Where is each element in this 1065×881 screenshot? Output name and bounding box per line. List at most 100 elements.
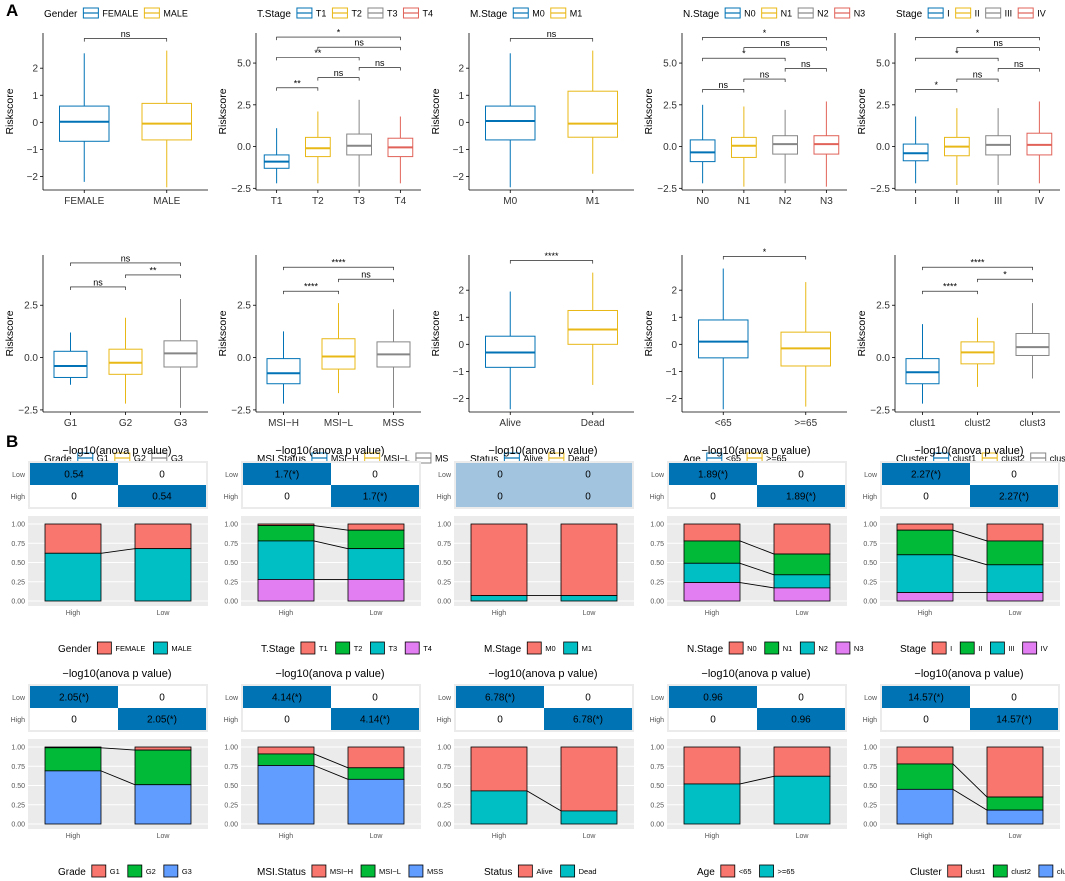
y-tick-label: 0.00 (650, 599, 664, 606)
heatmap-title: −log10(anova p value) (62, 445, 171, 457)
legend-swatch (360, 864, 376, 878)
legend-label: clust3 (1050, 454, 1065, 464)
heatmap-cell-value: 0 (159, 693, 165, 704)
comparison-N0-N1: ns (702, 80, 745, 93)
significance-label: **** (943, 282, 958, 292)
x-tick-label: Dead (581, 418, 605, 429)
significance-label: ** (314, 48, 322, 58)
bracket (283, 266, 394, 271)
y-tick-label: 0.00 (11, 822, 25, 829)
x-tick-label: N2 (779, 196, 792, 207)
bar-segment-MSI−H (347, 746, 405, 769)
heatmap-cell-value: 1.89(*) (786, 492, 816, 503)
x-tick-label: FEMALE (64, 196, 104, 207)
bar-segment-T2 (257, 525, 315, 542)
box-II (944, 108, 970, 185)
connector-line (952, 788, 988, 811)
y-tick-label: 2.5 (876, 100, 890, 111)
bracket (358, 67, 401, 71)
y-tick-label: 0.00 (863, 822, 877, 829)
y-tick-label: 0.25 (437, 802, 451, 809)
y-tick-label: 0.75 (863, 764, 877, 771)
bar-segment-I (896, 523, 954, 531)
significance-label: * (337, 28, 341, 38)
y-tick-label: 0 (458, 118, 464, 129)
bracket (997, 68, 1040, 72)
y-tick-label: 0.0 (237, 142, 251, 153)
legend-title: MSI.Status (257, 867, 306, 878)
legend-title: M.Stage (484, 644, 522, 655)
x-tick-label: G3 (174, 418, 188, 429)
bracket (956, 47, 1040, 51)
box-clust2 (960, 317, 995, 387)
bracket (915, 36, 1040, 41)
comparison-III-IV: ns (997, 59, 1040, 72)
legend-label: T4 (423, 644, 432, 653)
comparison-FEMALE-MALE: ns (83, 29, 168, 42)
x-tick-label: III (994, 196, 1002, 207)
heatmap-row-label: High (11, 717, 26, 724)
heatmap-cell-value: 4.14(*) (360, 715, 390, 726)
y-tick-label: 5.0 (237, 59, 251, 70)
y-tick-label: 0.00 (863, 599, 877, 606)
y-axis-title: Riskscore (4, 310, 16, 356)
x-tick-label: N0 (696, 196, 709, 207)
comparison-N0-N3: * (702, 28, 827, 41)
heatmap-cell-value: 0 (284, 492, 290, 503)
bar-segment-III (896, 554, 954, 593)
x-tick-label: IV (1035, 196, 1045, 207)
bracket (70, 262, 181, 266)
x-tick-label: Low (157, 610, 171, 617)
y-axis-title: Riskscore (856, 88, 868, 134)
legend-title: Gender (44, 9, 78, 20)
box-T1 (263, 128, 290, 184)
bar-segment-clust2 (896, 763, 954, 790)
x-tick-label: MSI−L (324, 418, 354, 429)
bracket (338, 278, 394, 283)
bracket (784, 68, 827, 72)
legend-swatch (96, 641, 112, 655)
comparison-clust1-clust3: **** (922, 258, 1033, 271)
comparison-II-III: ns (956, 70, 999, 83)
y-tick-label: 0.00 (437, 599, 451, 606)
heatmap-cell-value: 0 (585, 470, 591, 481)
y-tick-label: 1.00 (11, 745, 25, 752)
box-N0 (689, 104, 716, 184)
heatmap-cell (970, 463, 1058, 485)
legend-swatch (408, 864, 424, 878)
legend-label: IV (1037, 9, 1046, 19)
legend-label: I (947, 9, 950, 19)
legend-label: N2 (818, 644, 828, 653)
bracket (283, 290, 339, 295)
comparison-N2-N3: ns (784, 59, 827, 72)
y-tick-label: 0.0 (24, 353, 38, 364)
legend: Cluster clust1 clust2 clust3 (910, 864, 1065, 878)
y-tick-label: 0.50 (650, 783, 664, 790)
connector-line (739, 562, 775, 576)
x-tick-label: Low (583, 833, 597, 840)
legend-label: MSI−H (331, 454, 359, 464)
heatmap-row-label: High (224, 494, 239, 501)
y-tick-label: 0.25 (224, 579, 238, 586)
box-Dead (567, 272, 618, 385)
heatmap-cell-value: 0 (372, 470, 378, 481)
y-tick-label: −2.5 (657, 184, 677, 195)
connector-line (952, 554, 988, 566)
significance-label: ns (801, 59, 811, 69)
legend: Stage I II III IV (900, 641, 1048, 655)
heatmap-cell-value: 0 (159, 470, 165, 481)
legend-label: FEMALE (102, 9, 138, 19)
y-tick-label: 0.75 (11, 541, 25, 548)
box-G2 (108, 317, 143, 404)
legend-swatch (990, 641, 1005, 655)
heatmap-cell (456, 708, 544, 730)
significance-label: **** (304, 282, 319, 292)
panel-a-label: A (6, 1, 18, 20)
stacked-panel-B1: −log10(anova p value) 0.54 0 0 0.54 Low High 1.… (11, 445, 208, 655)
legend-label: MSI−H (330, 867, 353, 876)
comparison-Alive-Dead: **** (509, 251, 594, 264)
bracket (956, 78, 999, 83)
legend-label: G3 (182, 867, 192, 876)
comparison-I-III: * (915, 49, 999, 62)
